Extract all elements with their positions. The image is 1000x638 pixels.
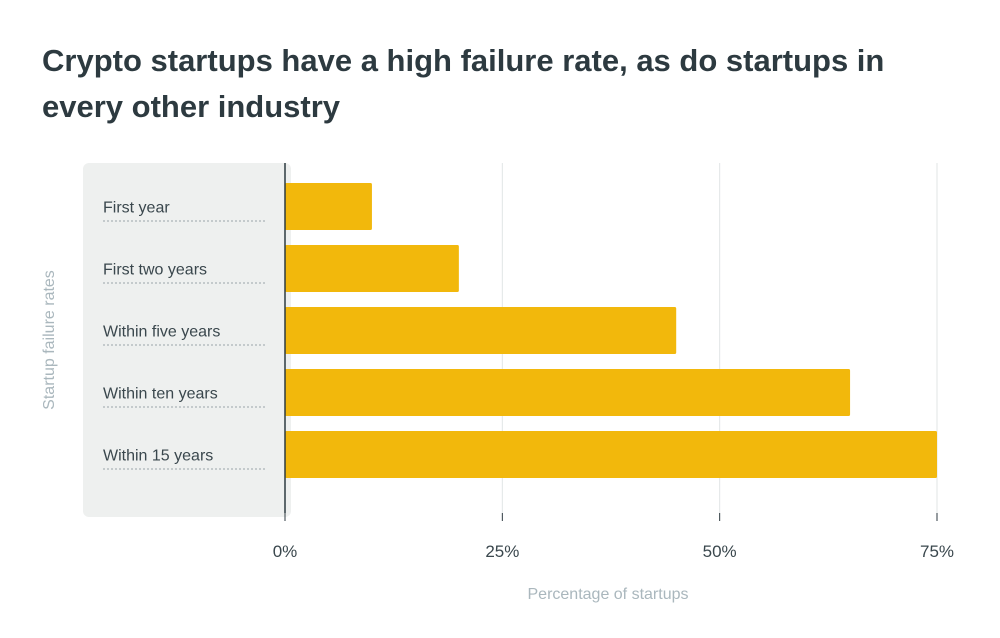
x-tick-label: 50%: [703, 542, 737, 561]
bar: [285, 369, 851, 416]
x-axis-title: Percentage of startups: [528, 586, 689, 603]
bar: [285, 183, 372, 230]
x-tick-label: 25%: [485, 542, 519, 561]
category-label: Within five years: [103, 324, 220, 341]
category-label: Within 15 years: [103, 448, 213, 465]
y-axis-title: Startup failure rates: [41, 270, 58, 410]
chart-title: Crypto startups have a high failure rate…: [42, 43, 885, 124]
bar: [285, 245, 459, 292]
category-label: First two years: [103, 262, 207, 279]
bar: [285, 431, 937, 478]
x-tick-label: 0%: [273, 542, 298, 561]
category-panel: [83, 163, 291, 517]
category-label: Within ten years: [103, 386, 218, 403]
x-tick-label: 75%: [920, 542, 954, 561]
category-label: First year: [103, 200, 170, 217]
bar: [285, 307, 677, 354]
